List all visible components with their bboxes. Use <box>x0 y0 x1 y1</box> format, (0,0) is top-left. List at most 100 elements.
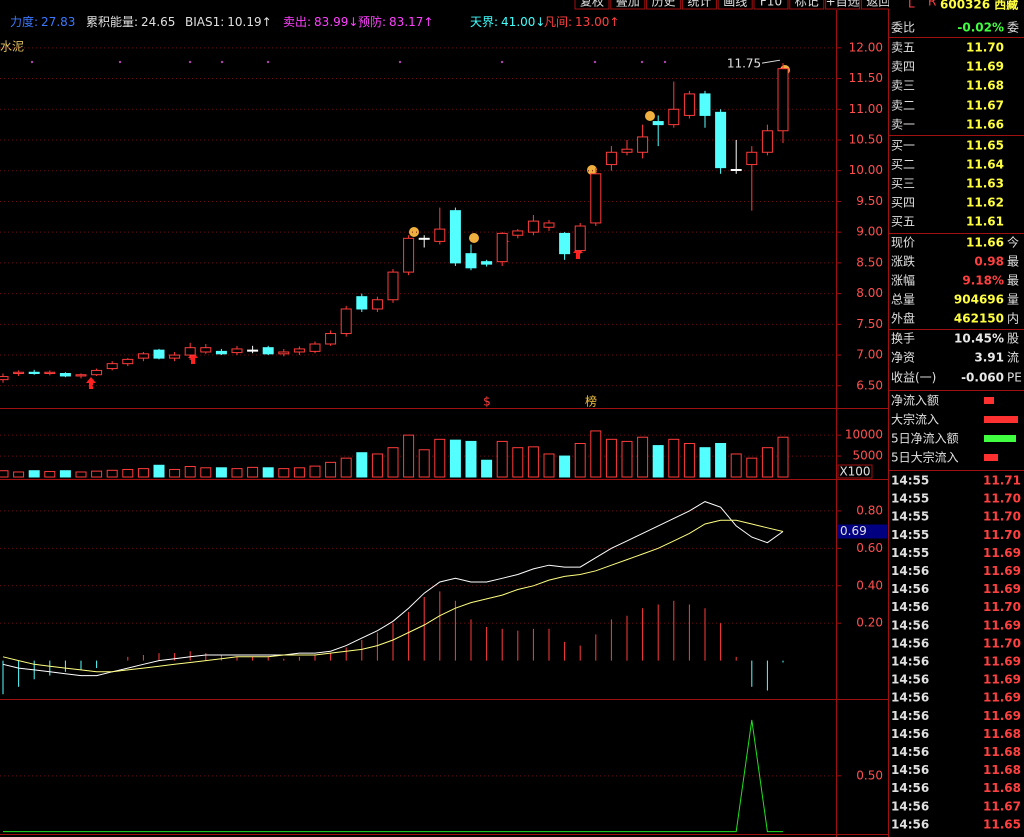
toolbar-button[interactable] <box>610 0 646 10</box>
trade-time: 14:56 <box>891 691 929 705</box>
toolbar-button[interactable] <box>753 0 789 10</box>
volume-bar <box>59 470 71 478</box>
dea-line <box>2 519 784 673</box>
flow-bars <box>984 397 1018 461</box>
trade-price: 11.68 <box>983 781 1021 795</box>
toolbar-label[interactable]: 画线 <box>723 0 747 9</box>
quote-value: 11.68 <box>966 79 1004 93</box>
trade-time: 14:56 <box>891 582 929 596</box>
header-bg <box>889 0 1024 16</box>
volume-unit: X100 <box>839 465 870 479</box>
toolbar-label[interactable]: 复权 <box>580 0 604 9</box>
quote-value: 11.61 <box>966 215 1004 229</box>
quote-value: 462150 <box>954 312 1004 326</box>
volume-bar <box>777 436 789 478</box>
quote-label: 涨跌 <box>891 254 915 269</box>
toolbar-label[interactable]: 统计 <box>687 0 711 9</box>
quote-value: 11.70 <box>966 41 1004 55</box>
quote-label: 卖一 <box>891 118 915 132</box>
trade-time: 14:56 <box>891 727 929 741</box>
flow-bar <box>984 454 998 461</box>
trade-time: 14:56 <box>891 636 929 650</box>
volume-bar <box>28 470 40 478</box>
volume-bar <box>75 471 87 478</box>
y-tick-label: 9.50 <box>856 194 883 208</box>
toolbar-label[interactable]: F10 <box>760 0 782 9</box>
quote-tail: 最 <box>1007 274 1019 288</box>
trade-price: 11.69 <box>983 546 1021 560</box>
y-tick-label: 9.00 <box>856 225 883 239</box>
trade-price: 11.68 <box>983 727 1021 741</box>
toolbar-button[interactable] <box>825 0 861 10</box>
toolbar-button[interactable] <box>681 0 717 10</box>
candle-body <box>730 168 742 171</box>
volume-bar <box>574 443 586 478</box>
candle-body <box>403 237 415 273</box>
toolbar-button[interactable] <box>717 0 753 10</box>
trade-time: 14:56 <box>891 564 929 578</box>
candle-body <box>262 347 274 355</box>
y-tick-label: 12.00 <box>849 40 883 54</box>
dot <box>118 60 122 64</box>
candle-body <box>247 349 259 352</box>
y-tick-label: 5000 <box>852 449 883 463</box>
y-tick-label: 0.80 <box>856 503 883 517</box>
indicator-name: 卖出: <box>283 15 311 29</box>
candle-body <box>434 228 446 242</box>
marker: 榜 <box>585 394 597 409</box>
volume-bar <box>387 447 399 478</box>
flow-label: 大宗流入 <box>891 412 939 427</box>
toolbar-label[interactable]: 历史 <box>652 0 676 9</box>
quote-label: 买二 <box>891 158 915 172</box>
quote-tail: 内 <box>1007 312 1019 326</box>
dot <box>30 60 34 64</box>
quote-value: 11.63 <box>966 177 1004 191</box>
toolbar-label[interactable]: 叠加 <box>616 0 640 9</box>
volume-bar <box>605 438 617 478</box>
current-value: 0.69 <box>840 524 867 538</box>
trade-time: 14:56 <box>891 655 929 669</box>
candle-body <box>496 232 508 263</box>
toolbar-label[interactable]: 返回 <box>866 0 890 9</box>
candle-body <box>231 348 243 354</box>
hat-icon <box>469 233 479 243</box>
volume-bar <box>231 468 243 478</box>
dot <box>500 60 504 64</box>
trade-price: 11.70 <box>983 528 1021 542</box>
toolbar-label[interactable]: 标记 <box>795 0 819 9</box>
candle-body <box>777 68 789 132</box>
trade-price: 11.69 <box>983 673 1021 687</box>
quote-label: 换手 <box>891 332 915 346</box>
toolbar-button[interactable] <box>646 0 682 10</box>
quote-tail: 今 <box>1007 235 1019 250</box>
candle-body <box>13 371 25 374</box>
quote-value: 10.45% <box>954 332 1004 346</box>
trade-time: 14:56 <box>891 763 929 777</box>
candle-body <box>59 372 71 377</box>
quote-label: 卖三 <box>891 79 915 93</box>
candle-body <box>683 93 695 116</box>
volume-bar <box>13 471 25 478</box>
candle-body <box>215 350 227 355</box>
volume-bar <box>44 471 56 478</box>
volume-bar <box>122 468 134 478</box>
toolbar-label[interactable]: +自选 <box>826 0 860 9</box>
trade-price: 11.69 <box>983 618 1021 632</box>
candle-body <box>75 374 87 377</box>
candle-body <box>91 369 103 376</box>
toolbar-button[interactable] <box>574 0 610 10</box>
y-tick-label: 0.60 <box>856 541 883 555</box>
toolbar-button[interactable] <box>789 0 825 10</box>
quote-tail: 股 <box>1007 332 1019 346</box>
volume-bar <box>340 457 352 478</box>
indicator-name: 累积能量: <box>86 15 138 29</box>
dot <box>398 60 402 64</box>
indicator-name: 预防: <box>358 14 386 29</box>
candle-body <box>559 232 571 255</box>
candle-body <box>637 136 649 153</box>
quote-label: 收益(一) <box>891 371 936 385</box>
dot <box>220 60 224 64</box>
candle-body <box>481 261 493 265</box>
